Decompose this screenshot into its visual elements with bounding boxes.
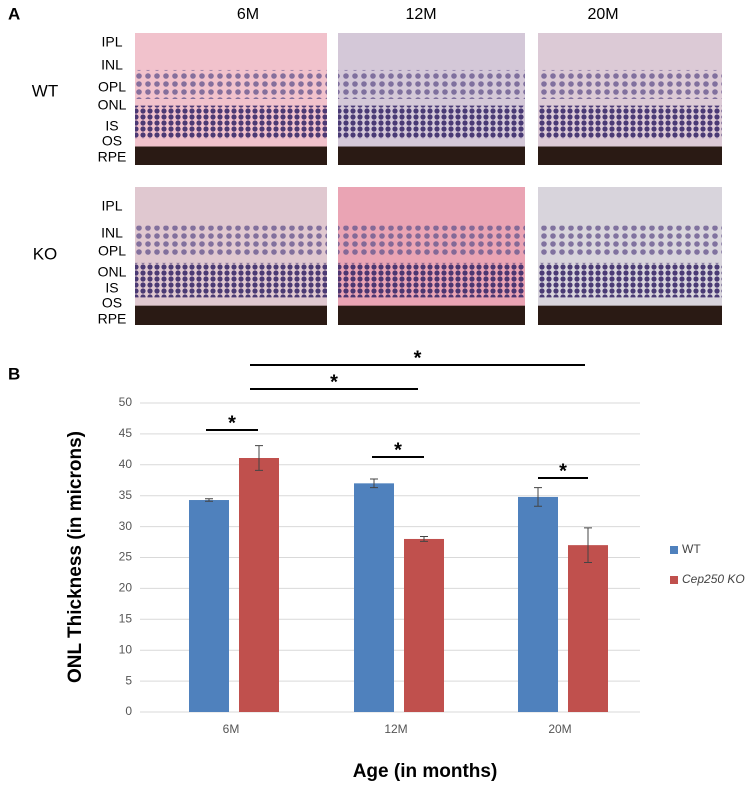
legend-swatch [670, 546, 678, 554]
significance-star: * [394, 439, 402, 461]
inl [538, 225, 722, 256]
bar [518, 496, 558, 712]
layer-label: IS [105, 118, 118, 134]
significance-star: * [559, 460, 567, 482]
x-axis-title: Age (in months) [353, 761, 498, 782]
y-tick-label: 40 [119, 457, 133, 471]
row-label: WT [32, 81, 58, 100]
rpe [338, 146, 525, 165]
inl [135, 69, 327, 99]
x-tick-label: 6M [223, 722, 240, 736]
rpe [538, 146, 722, 165]
rpe [135, 305, 327, 325]
error-bar [205, 498, 213, 502]
layer-label: OPL [98, 243, 126, 259]
rpe [338, 305, 525, 325]
significance-star: * [330, 371, 338, 393]
x-tick-label: 20M [548, 722, 571, 736]
legend-label: WT [682, 542, 701, 556]
rpe [135, 146, 327, 165]
onl [135, 262, 327, 298]
micrograph [135, 33, 327, 165]
micrograph [338, 33, 525, 165]
y-tick-label: 35 [119, 488, 133, 502]
y-tick-label: 15 [119, 611, 133, 625]
micrographs [135, 33, 722, 325]
error-bar [534, 487, 542, 507]
bar [354, 483, 394, 712]
inl [135, 225, 327, 256]
bar [568, 545, 608, 712]
significance-star: * [414, 347, 422, 369]
legend-label: Cep250 KO [682, 572, 745, 586]
y-tick-label: 50 [119, 395, 133, 409]
y-axis-title: ONL Thickness (in microns) [65, 431, 86, 683]
column-header: 12M [405, 6, 436, 23]
micrograph [338, 187, 525, 325]
y-tick-label: 20 [119, 581, 133, 595]
inl [538, 69, 722, 99]
rpe [538, 305, 722, 325]
micrograph [538, 33, 722, 165]
layer-label: OS [102, 133, 122, 149]
y-tick-label: 30 [119, 519, 133, 533]
x-tick-label: 12M [384, 722, 407, 736]
onl [338, 105, 525, 139]
layer-label: IS [105, 280, 118, 296]
onl [538, 262, 722, 298]
row-label: KO [33, 244, 58, 263]
micrograph [135, 187, 327, 325]
error-bar [370, 478, 378, 489]
error-bar [255, 445, 263, 471]
column-header: 6M [237, 6, 259, 23]
layer-label: ONL [98, 97, 127, 113]
bar [189, 500, 229, 712]
y-tick-label: 25 [119, 550, 133, 564]
y-tick-label: 5 [125, 673, 132, 687]
layer-label: INL [101, 225, 123, 241]
panel-label: B [8, 364, 20, 383]
layer-label: RPE [98, 149, 127, 165]
layer-label: IPL [101, 34, 122, 50]
error-bar [420, 535, 428, 542]
layer-label: RPE [98, 311, 127, 327]
panel-label: A [8, 4, 20, 23]
bar [239, 458, 279, 712]
layer-label: ONL [98, 264, 127, 280]
significance-star: * [228, 412, 236, 434]
inl [338, 69, 525, 99]
onl [338, 262, 525, 298]
micrograph [538, 187, 722, 325]
y-tick-label: 10 [119, 642, 133, 656]
y-tick-label: 0 [125, 704, 132, 718]
inl [338, 225, 525, 256]
onl [135, 105, 327, 139]
error-bar [584, 527, 592, 563]
onl [538, 105, 722, 139]
y-tick-label: 45 [119, 426, 133, 440]
layer-label: IPL [101, 198, 122, 214]
layer-label: OS [102, 295, 122, 311]
bar [404, 538, 444, 712]
column-header: 20M [587, 6, 618, 23]
layer-label: OPL [98, 79, 126, 95]
layer-label: INL [101, 57, 123, 73]
legend-swatch [670, 576, 678, 584]
